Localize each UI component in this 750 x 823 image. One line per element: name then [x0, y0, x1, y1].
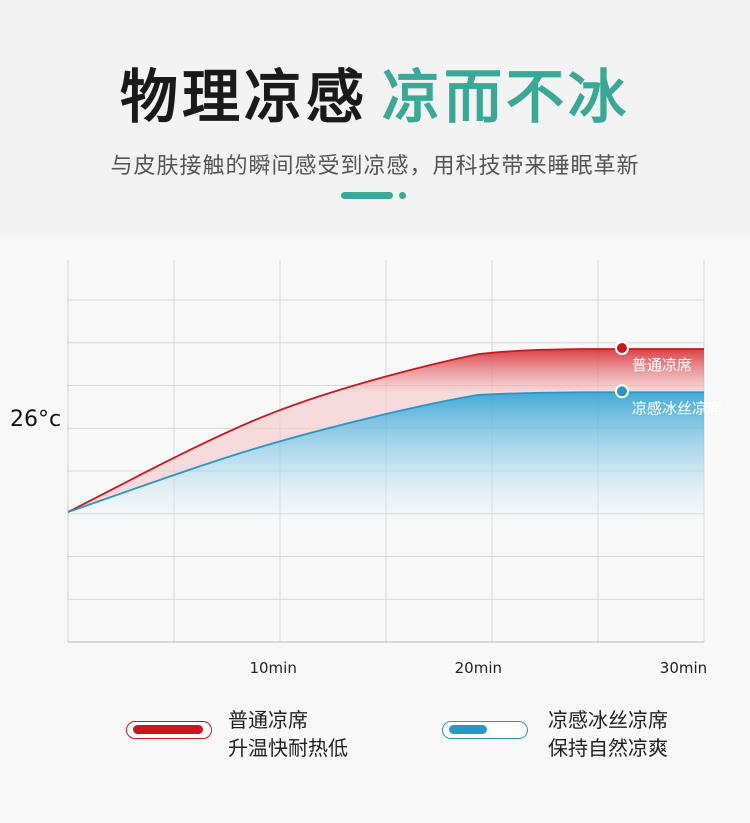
- page-title: 物理凉感 凉而不冰: [0, 62, 750, 132]
- legend-desc-cooling: 保持自然凉爽: [548, 736, 668, 760]
- title-part1: 物理凉感: [119, 63, 368, 131]
- area-regular: [68, 349, 704, 512]
- decoration-bar: [341, 192, 393, 199]
- marker-cooling: [614, 384, 629, 399]
- legend-pill-regular: [126, 721, 212, 739]
- subtitle: 与皮肤接触的瞬间感受到凉感，用科技带来睡眠革新: [110, 154, 640, 179]
- header: 物理凉感 凉而不冰 与皮肤接触的瞬间感受到凉感，用科技带来睡眠革新: [0, 0, 750, 235]
- legend-pill-fill-regular: [133, 725, 203, 734]
- area-cooling: [68, 392, 704, 533]
- decoration-dot: [399, 192, 406, 199]
- series-line-regular: [67, 348, 704, 513]
- chart-markers: [614, 341, 629, 399]
- legend-title-cooling: 凉感冰丝凉席: [548, 708, 668, 732]
- x-tick-label: 10min: [249, 659, 296, 677]
- legend-title-regular: 普通凉席: [228, 708, 308, 732]
- chart-areas: [68, 349, 704, 533]
- legend-pill-cooling: [442, 721, 528, 739]
- series-line-cooling: [67, 391, 704, 513]
- title-part2: 凉而不冰: [382, 63, 631, 131]
- y-tick-label: 26°c: [10, 407, 61, 432]
- x-tick-label: 30min: [660, 659, 707, 677]
- marker-regular: [614, 341, 629, 355]
- legend-pill-fill-cooling: [449, 725, 487, 734]
- series-label-cooling: 凉感冰丝凉席: [632, 399, 722, 417]
- x-tick-label: 20min: [455, 659, 502, 677]
- series-label-regular: 普通凉席: [632, 356, 692, 374]
- legend-desc-regular: 升温快耐热低: [228, 736, 348, 760]
- chart-lines: [67, 348, 704, 513]
